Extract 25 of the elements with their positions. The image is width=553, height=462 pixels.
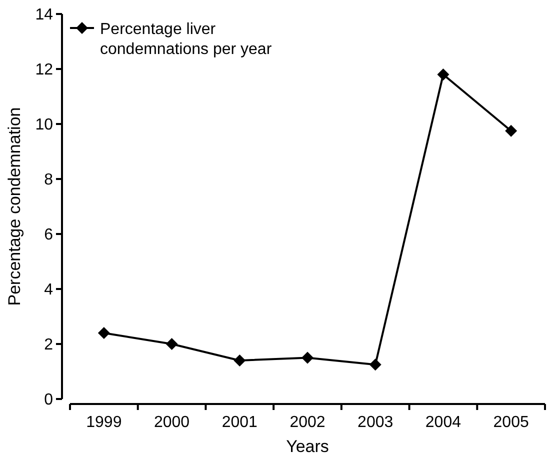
x-tick-label: 2003 xyxy=(358,414,394,431)
y-tick-label: 0 xyxy=(44,392,54,409)
point xyxy=(166,338,178,350)
point xyxy=(505,124,518,137)
x-axis-title: Years xyxy=(286,437,329,456)
point xyxy=(369,358,382,371)
x-tick-label: 2005 xyxy=(493,414,529,431)
x-tick-label: 2004 xyxy=(425,414,462,431)
y-tick-label: 10 xyxy=(35,116,54,134)
y-tick-label: 14 xyxy=(35,6,54,24)
point xyxy=(437,68,450,80)
x-tick-label: 2001 xyxy=(222,414,258,431)
x-tick-label: 1999 xyxy=(86,414,122,431)
y-tick-label: 8 xyxy=(44,172,54,189)
y-tick-label: 12 xyxy=(35,62,54,79)
point xyxy=(98,327,110,339)
x-tick-label: 2002 xyxy=(290,414,326,431)
x-tick-label: 2000 xyxy=(154,414,190,431)
legend-label: Percentage liver condemnations per year xyxy=(100,21,272,58)
y-tick-label: 2 xyxy=(44,336,54,354)
point xyxy=(302,352,314,364)
point xyxy=(234,354,246,366)
y-tick-label: 4 xyxy=(44,282,54,299)
y-axis-title: Percentage condemnation xyxy=(5,107,24,306)
y-tick-label: 6 xyxy=(44,226,54,244)
